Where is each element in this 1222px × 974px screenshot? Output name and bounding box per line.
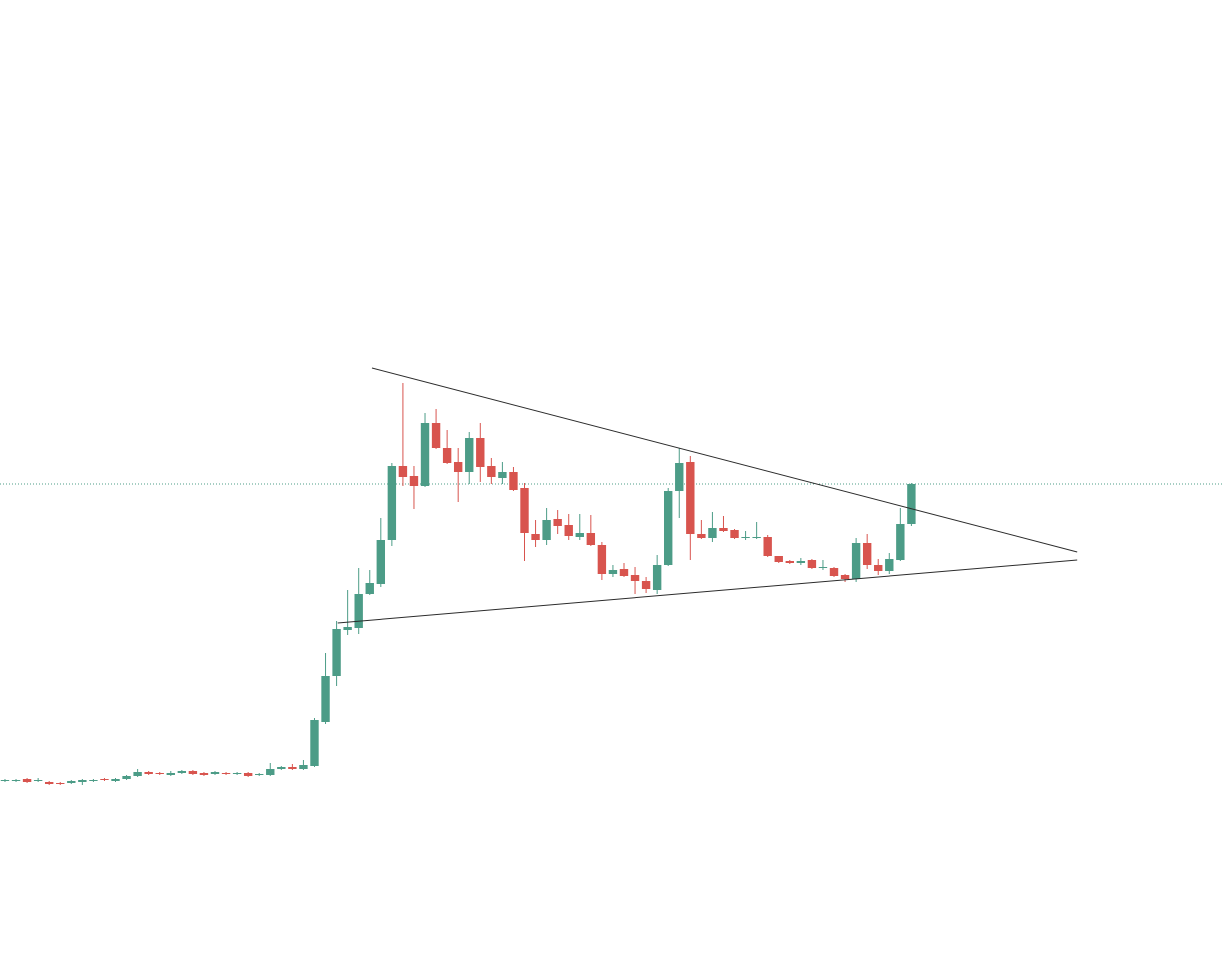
candle-body — [78, 780, 87, 782]
candle-body — [829, 568, 839, 576]
candle-body — [420, 423, 430, 486]
candle-body — [752, 537, 761, 538]
candle-body — [708, 528, 717, 538]
candle-body — [199, 773, 209, 775]
candle-body — [155, 773, 164, 774]
candle-body — [266, 769, 275, 775]
candle-body — [498, 472, 507, 478]
candle-body — [520, 488, 529, 533]
candle-body — [111, 779, 120, 781]
candle-body — [664, 491, 673, 565]
candle-body — [630, 575, 640, 581]
candle-body — [122, 776, 131, 779]
candle-body — [453, 462, 463, 472]
candle-body — [465, 438, 474, 472]
candle-body — [851, 543, 861, 579]
trendline — [371, 367, 1078, 553]
candle-body — [332, 629, 341, 676]
candle-body — [354, 594, 363, 628]
candle-body — [210, 772, 220, 774]
candle-body — [785, 561, 794, 563]
candle-body — [862, 543, 872, 565]
candle-body — [719, 528, 728, 531]
candle-body — [487, 466, 496, 477]
candle-body — [67, 781, 76, 783]
candle-body — [564, 525, 573, 536]
candle-body — [818, 567, 828, 568]
candle-body — [299, 765, 308, 769]
candle-body — [409, 476, 419, 486]
candle-body — [166, 773, 175, 775]
candle-body — [531, 534, 540, 540]
candle-body — [387, 466, 397, 540]
candle-body — [619, 569, 629, 576]
candle-body — [431, 423, 441, 448]
candle-body — [586, 533, 596, 545]
candle-body — [33, 780, 43, 781]
candle-body — [365, 583, 374, 594]
candle-body — [509, 472, 518, 490]
candle-body — [188, 771, 198, 774]
candle-body — [896, 524, 905, 560]
candle-body — [89, 780, 98, 781]
candle-body — [56, 783, 65, 784]
candle-body — [343, 627, 352, 630]
candle-body — [476, 438, 485, 467]
candle-body — [232, 773, 242, 774]
candle-body — [310, 720, 319, 766]
candle-body — [255, 774, 264, 775]
candle-body — [288, 767, 297, 769]
candle-body — [608, 570, 618, 574]
candle-body — [542, 520, 551, 540]
candle-body — [885, 559, 894, 571]
candle-body — [442, 448, 452, 463]
candle-body — [874, 565, 883, 571]
candle-body — [100, 779, 109, 780]
candle-body — [321, 676, 330, 722]
trendline — [337, 559, 1078, 624]
candle-body — [741, 537, 750, 538]
candle-body — [553, 519, 562, 526]
candle-body — [22, 779, 32, 782]
candle-body — [840, 575, 850, 579]
candle-body — [652, 565, 662, 590]
candle-body — [597, 545, 607, 574]
candle-body — [807, 560, 817, 568]
candle-body — [133, 772, 142, 776]
candle-body — [697, 534, 706, 538]
candle-body — [763, 537, 772, 556]
candle-body — [774, 556, 783, 562]
candle-body — [221, 773, 231, 774]
candle-body — [675, 463, 684, 491]
candle-body — [730, 530, 739, 538]
candle-body — [144, 772, 153, 774]
candle-body — [243, 773, 253, 776]
candle-body — [575, 533, 584, 537]
candle-body — [11, 780, 21, 781]
candle-body — [177, 771, 187, 773]
candle-body — [376, 540, 386, 584]
candle-body — [641, 581, 651, 589]
candle-body — [686, 462, 695, 534]
candle-body — [44, 782, 54, 784]
candle-body — [398, 466, 408, 477]
candle-body — [277, 767, 286, 769]
candle-body — [796, 561, 806, 563]
candle-body — [907, 484, 916, 524]
candle-body — [0, 780, 10, 781]
